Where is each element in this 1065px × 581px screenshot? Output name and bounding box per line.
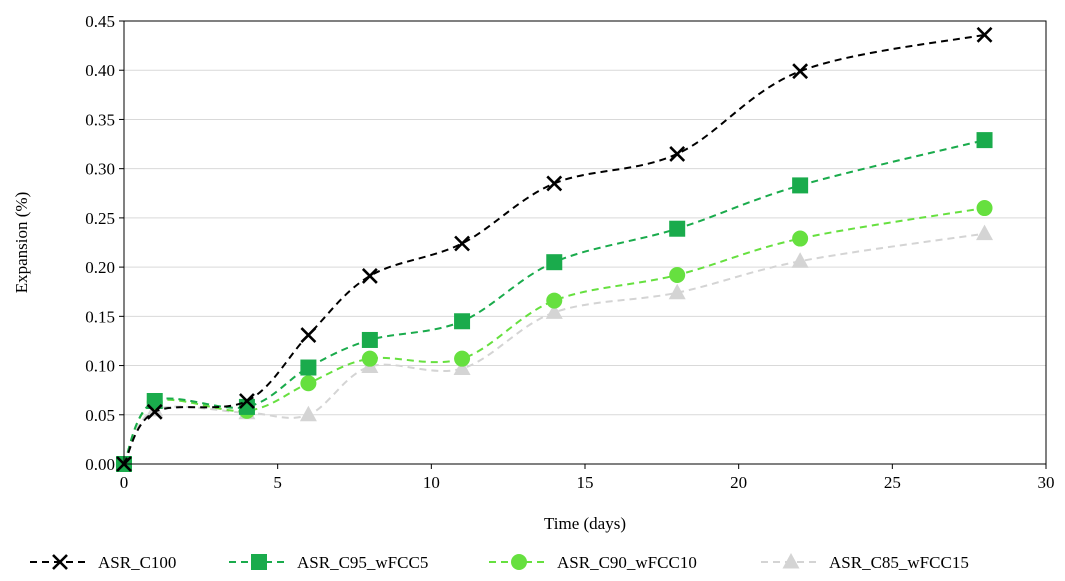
series-ASR_C90_wFCC10 bbox=[116, 200, 993, 472]
x-tick-label: 25 bbox=[884, 473, 901, 492]
y-tick-label: 0.30 bbox=[85, 160, 115, 179]
grid-lines bbox=[124, 20, 1046, 465]
legend-item: ASR_C90_wFCC10 bbox=[489, 553, 697, 572]
x-axis-label: Time (days) bbox=[544, 514, 626, 533]
data-point bbox=[299, 405, 317, 422]
data-point bbox=[454, 313, 471, 330]
data-point bbox=[146, 392, 163, 409]
data-point bbox=[300, 359, 317, 376]
data-point bbox=[669, 220, 686, 237]
legend: ASR_C100 ASR_C95_wFCC5 ASR_C90_wFCC10 ASR_C… bbox=[30, 553, 969, 572]
plot-frame bbox=[123, 20, 1047, 465]
y-tick-label: 0.25 bbox=[85, 209, 115, 228]
series-line bbox=[123, 207, 985, 465]
data-point bbox=[361, 268, 378, 284]
y-tick-label: 0.20 bbox=[85, 258, 115, 277]
series-layer bbox=[115, 26, 994, 472]
legend-label: ASR_C90_wFCC10 bbox=[557, 553, 697, 572]
x-tick-label: 30 bbox=[1038, 473, 1055, 492]
data-point bbox=[453, 359, 471, 376]
y-axis-ticks: 0.00 0.05 0.10 0.15 0.20 0.25 0.30 0.35 0.40 0.45 bbox=[85, 12, 124, 474]
y-tick-label: 0.05 bbox=[85, 406, 115, 425]
y-tick-label: 0.35 bbox=[85, 110, 115, 129]
data-point bbox=[669, 145, 686, 162]
data-point bbox=[546, 292, 563, 309]
legend-marker bbox=[52, 554, 68, 570]
legend-label: ASR_C85_wFCC15 bbox=[829, 553, 969, 572]
legend-item: ASR_C95_wFCC5 bbox=[229, 553, 428, 572]
y-tick-label: 0.45 bbox=[85, 12, 115, 31]
x-tick-label: 5 bbox=[273, 473, 282, 492]
data-point bbox=[300, 327, 317, 343]
y-axis-label: Expansion (%) bbox=[12, 192, 31, 294]
y-tick-label: 0.10 bbox=[85, 357, 115, 376]
data-point bbox=[976, 224, 994, 241]
legend-item: ASR_C100 bbox=[30, 553, 176, 572]
data-point bbox=[791, 252, 809, 268]
data-point bbox=[361, 331, 378, 348]
x-axis-ticks: 0 5 10 15 20 25 30 bbox=[120, 464, 1055, 492]
data-point bbox=[454, 350, 471, 367]
legend-marker bbox=[782, 553, 800, 569]
x-tick-label: 10 bbox=[423, 473, 440, 492]
x-tick-label: 20 bbox=[730, 473, 747, 492]
data-point bbox=[792, 230, 809, 247]
y-tick-label: 0.00 bbox=[85, 455, 115, 474]
data-point bbox=[669, 266, 686, 283]
data-point bbox=[545, 303, 563, 319]
data-point bbox=[546, 254, 563, 271]
y-tick-label: 0.40 bbox=[85, 61, 115, 80]
data-point bbox=[361, 350, 378, 367]
data-point bbox=[792, 177, 809, 194]
data-point bbox=[668, 283, 686, 300]
legend-item: ASR_C85_wFCC15 bbox=[761, 553, 969, 572]
legend-label: ASR_C95_wFCC5 bbox=[297, 553, 428, 572]
data-point bbox=[238, 398, 255, 415]
data-point bbox=[792, 63, 809, 80]
x-tick-label: 15 bbox=[577, 473, 594, 492]
data-point bbox=[976, 200, 993, 217]
y-tick-label: 0.15 bbox=[85, 307, 115, 326]
data-point bbox=[146, 403, 163, 420]
legend-label: ASR_C100 bbox=[98, 553, 176, 572]
legend-marker bbox=[251, 554, 267, 570]
series-line bbox=[123, 33, 985, 465]
legend-marker bbox=[511, 554, 527, 570]
data-point bbox=[239, 393, 255, 409]
x-tick-label: 0 bbox=[120, 473, 129, 492]
data-point bbox=[300, 375, 317, 392]
data-point bbox=[546, 175, 563, 192]
data-point bbox=[976, 26, 993, 43]
data-point bbox=[976, 132, 993, 149]
data-point bbox=[454, 235, 470, 252]
